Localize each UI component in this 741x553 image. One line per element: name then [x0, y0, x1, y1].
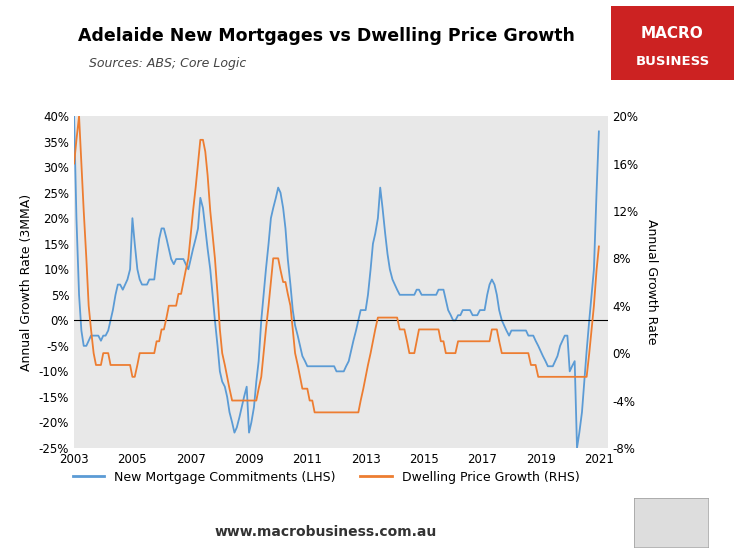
Legend: New Mortgage Commitments (LHS), Dwelling Price Growth (RHS): New Mortgage Commitments (LHS), Dwelling… [67, 466, 585, 489]
Text: MACRO: MACRO [641, 27, 704, 41]
Y-axis label: Annual Growth Rate: Annual Growth Rate [645, 220, 658, 345]
Text: Adelaide New Mortgages vs Dwelling Price Growth: Adelaide New Mortgages vs Dwelling Price… [78, 27, 574, 45]
Text: www.macrobusiness.com.au: www.macrobusiness.com.au [215, 525, 437, 539]
Text: BUSINESS: BUSINESS [635, 55, 710, 68]
Y-axis label: Annual Growth Rate (3MMA): Annual Growth Rate (3MMA) [20, 194, 33, 371]
Text: Sources: ABS; Core Logic: Sources: ABS; Core Logic [89, 57, 246, 70]
